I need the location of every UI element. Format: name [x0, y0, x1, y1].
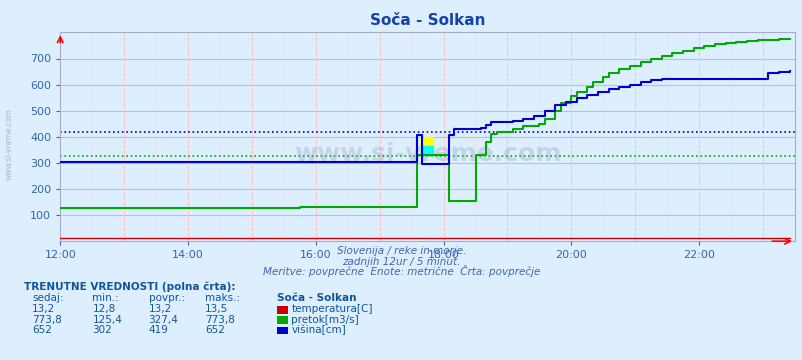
Text: višina[cm]: višina[cm]: [291, 325, 346, 336]
Text: 327,4: 327,4: [148, 315, 178, 325]
Text: 125,4: 125,4: [92, 315, 122, 325]
Text: min.:: min.:: [92, 293, 119, 303]
Text: pretok[m3/s]: pretok[m3/s]: [291, 315, 358, 325]
Text: Soča - Solkan: Soča - Solkan: [277, 293, 356, 303]
Text: zadnjih 12ur / 5 minut.: zadnjih 12ur / 5 minut.: [342, 257, 460, 267]
Text: 652: 652: [32, 325, 52, 336]
Title: Soča - Solkan: Soča - Solkan: [370, 13, 484, 28]
Text: 13,2: 13,2: [32, 305, 55, 315]
Text: 773,8: 773,8: [32, 315, 62, 325]
Text: www.si-vreme.com: www.si-vreme.com: [5, 108, 14, 180]
Text: sedaj:: sedaj:: [32, 293, 63, 303]
Text: Meritve: povprečne  Enote: metrične  Črta: povprečje: Meritve: povprečne Enote: metrične Črta:…: [262, 265, 540, 278]
Text: temperatura[C]: temperatura[C]: [291, 305, 372, 315]
Text: 419: 419: [148, 325, 168, 336]
Text: TRENUTNE VREDNOSTI (polna črta):: TRENUTNE VREDNOSTI (polna črta):: [24, 281, 235, 292]
Text: 773,8: 773,8: [205, 315, 234, 325]
Text: 652: 652: [205, 325, 225, 336]
Text: 13,5: 13,5: [205, 305, 228, 315]
Text: povpr.:: povpr.:: [148, 293, 184, 303]
Text: 12,8: 12,8: [92, 305, 115, 315]
Text: Slovenija / reke in morje.: Slovenija / reke in morje.: [336, 246, 466, 256]
Text: maks.:: maks.:: [205, 293, 240, 303]
Text: www.si-vreme.com: www.si-vreme.com: [294, 141, 561, 166]
Text: 302: 302: [92, 325, 112, 336]
Text: 13,2: 13,2: [148, 305, 172, 315]
